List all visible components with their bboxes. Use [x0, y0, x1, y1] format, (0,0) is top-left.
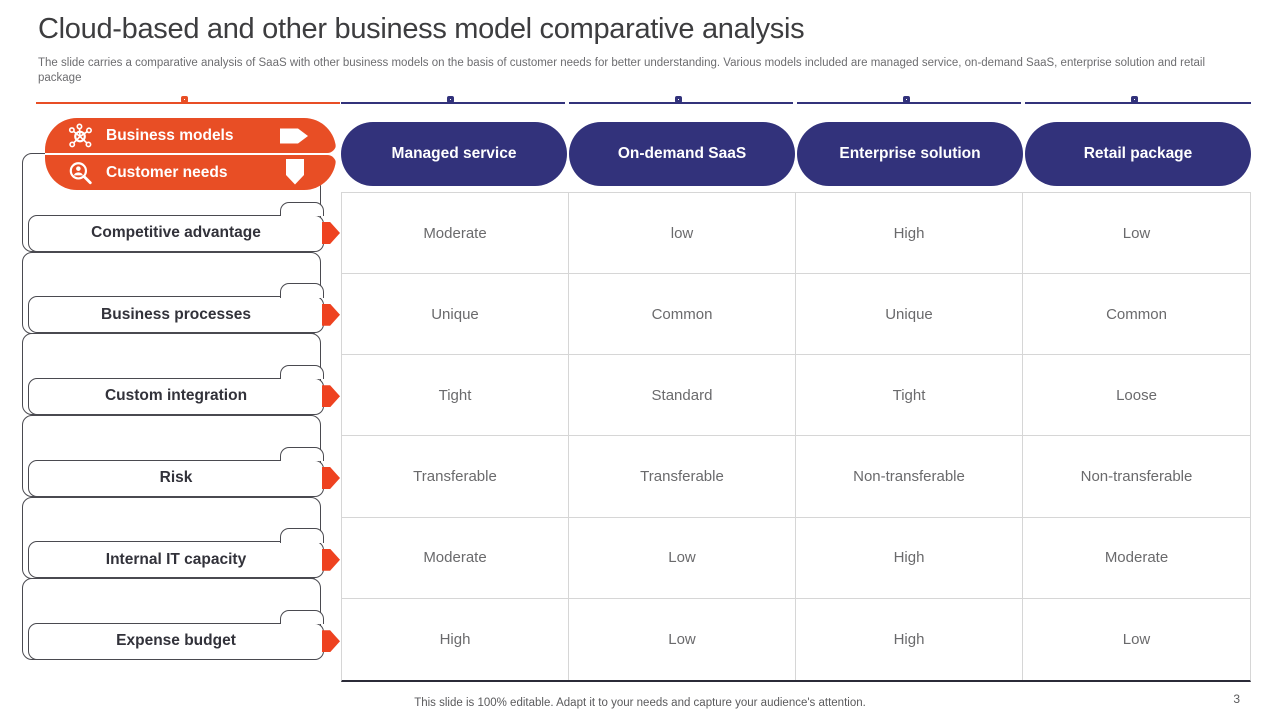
legend-customer-needs-label: Customer needs [106, 163, 228, 181]
page-number: 3 [1233, 692, 1240, 706]
table-cell: Low [569, 598, 796, 680]
legend-customer-needs: Customer needs [45, 155, 336, 190]
table-cell: Common [569, 274, 796, 356]
row-arrow-icon [322, 303, 340, 326]
column-connector-line [1025, 102, 1251, 104]
column-connector-line [569, 102, 793, 104]
table-cell: Low [569, 517, 796, 599]
arrow-right-tag-icon [280, 127, 310, 145]
row-arrow-icon [322, 630, 340, 653]
row-step-tab [280, 201, 324, 216]
table-cell: Transferable [342, 436, 569, 518]
legend-capsule: Business models Customer needs [45, 118, 336, 190]
search-person-icon [67, 160, 93, 186]
banner-down-icon [280, 159, 310, 186]
table-cell: Tight [342, 355, 569, 437]
table-cell: Unique [342, 274, 569, 356]
row-step-tab [280, 609, 324, 625]
network-molecule-icon [67, 122, 93, 149]
table-cell: High [796, 193, 1023, 275]
row-arrow-icon [322, 222, 340, 244]
table-cell: High [342, 598, 569, 680]
row-label-competitive-advantage: Competitive advantage [28, 214, 324, 252]
table-cell: Moderate [1023, 518, 1250, 599]
table-cell: Unique [796, 274, 1023, 356]
table-cell: Low [1023, 193, 1250, 275]
table-cell: High [796, 517, 1023, 599]
column-header-retail-package: Retail package [1025, 122, 1251, 186]
column-connector-marker [447, 96, 454, 103]
comparison-table: Moderate low High Low Unique Common Uniq… [341, 192, 1251, 682]
row-step-tab [280, 283, 324, 298]
table-cell: Moderate [342, 193, 569, 275]
row-step-tab [280, 364, 324, 380]
row-label-custom-integration: Custom integration [28, 377, 324, 415]
legend-business-models: Business models [45, 118, 336, 153]
column-header-managed-service: Managed service [341, 122, 567, 186]
page-title: Cloud-based and other business model com… [38, 13, 805, 45]
row-arrow-icon [322, 548, 340, 571]
row-label-business-processes: Business processes [28, 296, 324, 334]
row-label-internal-it-capacity: Internal IT capacity [28, 541, 324, 579]
column-connector-marker [903, 96, 910, 103]
page-subtitle: The slide carries a comparative analysis… [38, 57, 1206, 85]
column-connector-line [797, 102, 1021, 104]
table-cell: Loose [1023, 355, 1250, 437]
table-cell: Low [1122, 630, 1151, 648]
column-connector-marker [675, 96, 682, 103]
row-arrow-icon [322, 467, 340, 489]
table-cell: Standard [569, 355, 796, 437]
column-connector-marker [1131, 96, 1138, 103]
column-connector-line [341, 102, 565, 104]
column-header-enterprise-solution: Enterprise solution [797, 122, 1023, 186]
table-cell: Transferable [569, 436, 796, 518]
table-cell: Non-transferable [1023, 436, 1250, 518]
table-cell: Common [1023, 274, 1250, 356]
table-cell: High [796, 598, 1023, 680]
table-cell: Moderate [342, 517, 569, 599]
row-arrow-icon [322, 385, 340, 408]
column-header-on-demand-saas: On-demand SaaS [569, 122, 795, 186]
legend-business-models-label: Business models [106, 126, 234, 144]
footer-note: This slide is 100% editable. Adapt it to… [414, 697, 866, 709]
table-cell: Tight [796, 355, 1023, 437]
legend-connector-marker [181, 96, 188, 103]
row-label-expense-budget: Expense budget [28, 622, 324, 660]
table-cell: Non-transferable [796, 436, 1023, 518]
row-label-risk: Risk [28, 459, 324, 497]
table-cell: low [569, 193, 796, 275]
row-step-tab [280, 446, 324, 461]
row-step-tab [280, 528, 324, 543]
legend-connector-line [36, 102, 340, 104]
